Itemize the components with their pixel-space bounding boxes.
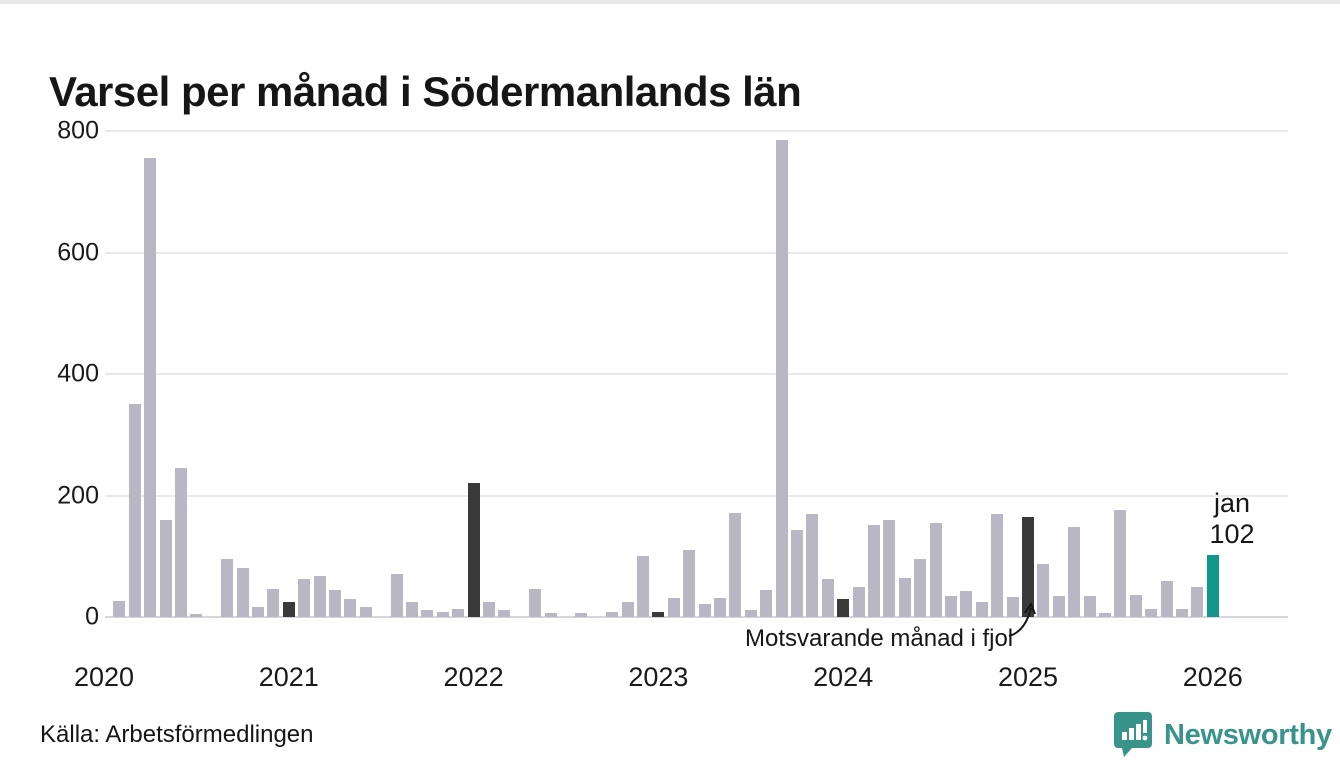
- bar-2023-08: [760, 590, 773, 617]
- newsworthy-bubble-chart-icon: [1114, 712, 1152, 757]
- bar-2023-07: [744, 610, 757, 617]
- bar-2022-08: [575, 612, 588, 617]
- bar-2021-11: [436, 611, 449, 617]
- newsworthy-wordmark: Newsworthy: [1164, 718, 1332, 751]
- bar-2021-03: [313, 576, 326, 617]
- bar-2022-12: [637, 555, 649, 617]
- bar-2025-02: [1037, 563, 1050, 617]
- y-axis-tick-0: 0: [85, 602, 99, 631]
- bar-2024-05: [898, 577, 911, 617]
- bar-2022-06: [544, 613, 557, 617]
- bar-2020-12: [267, 589, 280, 617]
- bar-2023-06: [729, 512, 742, 617]
- bar-2025-10: [1160, 580, 1173, 617]
- bar-2023-04: [698, 604, 711, 617]
- current-month-value: 102: [1209, 519, 1255, 549]
- bar-2020-03: [128, 404, 141, 617]
- x-axis-tick-2023: 2023: [628, 662, 689, 692]
- bar-2024-01: [837, 599, 850, 617]
- bar-2021-02: [298, 579, 311, 617]
- bar-2024-09: [960, 590, 973, 617]
- bar-2025-06: [1099, 612, 1111, 617]
- gridline-y-200: [105, 494, 1288, 497]
- x-axis-tick-2020: 2020: [73, 662, 135, 692]
- bar-2020-09: [221, 558, 234, 617]
- bar-2023-03: [683, 549, 696, 617]
- bar-2021-12: [452, 609, 465, 617]
- bar-2023-09: [775, 140, 788, 617]
- source-note: Källa: Arbetsförmedlingen: [40, 721, 314, 748]
- bar-2026-01: [1206, 555, 1219, 617]
- bar-2021-06: [359, 607, 372, 617]
- bar-2022-01: [467, 483, 480, 618]
- gridline-y-400: [105, 373, 1288, 375]
- prior-year-annotation-text: Motsvarande månad i fjol: [745, 625, 1014, 652]
- bar-2020-11: [252, 606, 264, 617]
- bar-2025-07: [1114, 510, 1127, 617]
- bar-2025-12: [1191, 586, 1204, 617]
- bar-2025-11: [1176, 609, 1188, 617]
- bar-2023-12: [821, 579, 834, 617]
- bar-2020-04: [144, 158, 157, 617]
- x-axis-tick-2026: 2026: [1182, 662, 1243, 692]
- bar-2022-03: [498, 610, 511, 617]
- bar-2022-02: [483, 601, 495, 617]
- bar-2023-02: [667, 598, 680, 617]
- y-axis-tick-200: 200: [57, 481, 99, 509]
- gridline-y-600: [105, 251, 1288, 254]
- bar-2024-02: [852, 586, 865, 617]
- bar-2022-11: [621, 601, 634, 617]
- gridline-y-0: [105, 616, 1288, 618]
- current-month-name: jan: [1213, 488, 1251, 518]
- bar-2024-07: [929, 523, 942, 617]
- bar-2023-10: [791, 529, 803, 617]
- bar-2022-10: [606, 612, 619, 617]
- bar-2020-02: [113, 601, 126, 617]
- newsworthy-logo[interactable]: Newsworthy: [1114, 712, 1332, 758]
- bar-2024-10: [975, 602, 988, 617]
- bar-2025-05: [1083, 595, 1096, 617]
- bar-2022-05: [529, 589, 542, 617]
- bar-2024-08: [945, 595, 957, 617]
- gridline-y-800: [105, 130, 1288, 132]
- bar-chart-plot-area: 0 200 400 600 800 2020 2021 2022 2023 2024 2025 202…: [0, 4, 1340, 780]
- bar-2023-11: [806, 514, 819, 617]
- y-axis-tick-400: 400: [57, 359, 99, 388]
- bar-2025-04: [1068, 526, 1081, 617]
- bar-2020-05: [159, 519, 172, 617]
- bar-2020-07: [190, 614, 203, 617]
- y-axis-tick-600: 600: [57, 238, 99, 266]
- bar-2021-04: [329, 590, 341, 617]
- bar-2024-04: [883, 519, 896, 617]
- bar-2025-08: [1129, 594, 1142, 617]
- bar-2020-10: [236, 568, 249, 617]
- bar-2025-01: [1022, 516, 1034, 617]
- bar-2021-08: [390, 573, 403, 617]
- x-axis-tick-2021: 2021: [258, 662, 319, 692]
- current-month-value-label: jan 102: [1192, 488, 1272, 550]
- x-axis-tick-2024: 2024: [813, 662, 874, 692]
- bar-2021-09: [406, 601, 418, 617]
- bar-2024-06: [914, 559, 927, 617]
- x-axis-tick-2025: 2025: [997, 662, 1059, 692]
- bar-2021-05: [344, 599, 357, 617]
- bar-2021-10: [421, 609, 434, 617]
- bar-2020-06: [175, 468, 187, 617]
- bar-2025-03: [1052, 595, 1065, 617]
- bar-2024-03: [868, 524, 880, 617]
- annotation-arrow-icon: [1008, 601, 1036, 637]
- bar-2025-09: [1145, 609, 1158, 617]
- y-axis-tick-800: 800: [57, 116, 99, 145]
- bar-2023-01: [652, 611, 665, 617]
- x-axis-tick-2022: 2022: [443, 662, 504, 692]
- chart-title: Varsel per månad i Södermanlands län: [49, 68, 802, 116]
- bar-2024-12: [1006, 597, 1019, 617]
- bar-2021-01: [282, 601, 295, 617]
- bar-2024-11: [991, 513, 1004, 617]
- bar-2023-05: [714, 597, 726, 617]
